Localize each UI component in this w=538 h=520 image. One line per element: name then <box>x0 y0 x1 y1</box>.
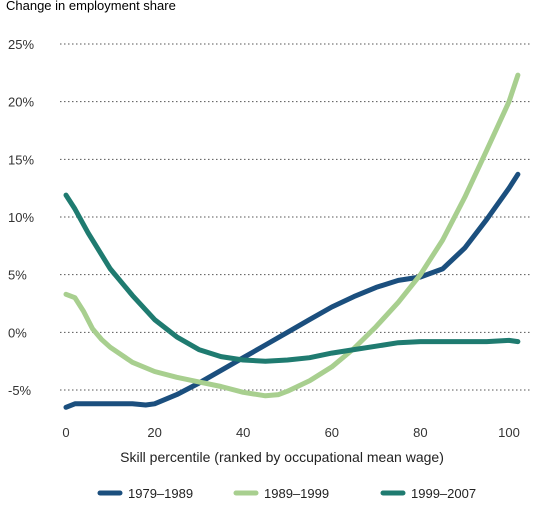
x-tick-label: 60 <box>325 425 339 440</box>
y-tick-label: 15% <box>8 152 34 167</box>
series-lines <box>63 72 521 410</box>
x-tick-labels: 0 20 40 60 80 100 <box>62 425 519 440</box>
y-axis-title: Change in employment share <box>6 0 176 13</box>
x-tick-label: 80 <box>413 425 427 440</box>
y-tick-label: 0% <box>8 325 27 340</box>
y-tick-label: 10% <box>8 210 34 225</box>
x-tick-label: 100 <box>498 425 520 440</box>
y-tick-label: 25% <box>8 37 34 52</box>
x-tick-label: 20 <box>147 425 161 440</box>
x-axis-title: Skill percentile (ranked by occupational… <box>120 449 444 465</box>
y-tick-label: 20% <box>8 95 34 110</box>
legend-label: 1989–1999 <box>264 486 329 501</box>
legend-label: 1999–2007 <box>411 486 476 501</box>
series-line-2 <box>63 72 521 399</box>
legend-label: 1979–1989 <box>128 486 193 501</box>
x-tick-label: 40 <box>236 425 250 440</box>
legend: 1979–1989 1989–1999 1999–2007 <box>97 486 476 501</box>
y-tick-label: 5% <box>8 268 27 283</box>
gridlines <box>60 43 530 391</box>
y-tick-labels: 25% 20% 15% 10% 5% 0% -5% <box>8 37 34 398</box>
y-tick-label: -5% <box>8 383 32 398</box>
series-line-1 <box>63 171 521 410</box>
series-line-3 <box>63 192 521 364</box>
x-tick-label: 0 <box>62 425 69 440</box>
